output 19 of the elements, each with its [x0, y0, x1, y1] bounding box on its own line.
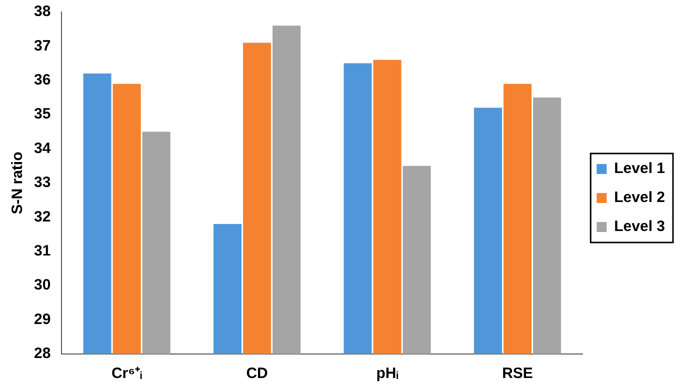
legend-label: Level 3	[614, 218, 666, 236]
y-tick-label: 28	[34, 345, 51, 362]
legend-label: Level 1	[614, 160, 666, 178]
x-tick-label: pHᵢ	[376, 365, 398, 382]
y-tick-label: 34	[34, 140, 52, 157]
y-tick-label: 38	[34, 3, 51, 20]
y-tick-label: 33	[34, 174, 51, 192]
y-tick-label: 31	[34, 242, 51, 260]
x-tick-label: CD	[246, 365, 268, 382]
y-tick-label: 30	[34, 276, 51, 294]
y-tick-label: 36	[34, 72, 51, 89]
legend-label: Level 2	[614, 189, 666, 206]
x-tick-label: Cr⁶⁺ᵢ	[111, 365, 142, 382]
x-tick-label: RSE	[502, 365, 533, 382]
y-tick-label: 32	[34, 208, 51, 226]
y-tick-label: 29	[34, 310, 51, 328]
y-tick-label: 37	[34, 37, 51, 54]
y-tick-label: 35	[34, 106, 51, 123]
y-axis-title: S-N ratio	[9, 152, 26, 214]
